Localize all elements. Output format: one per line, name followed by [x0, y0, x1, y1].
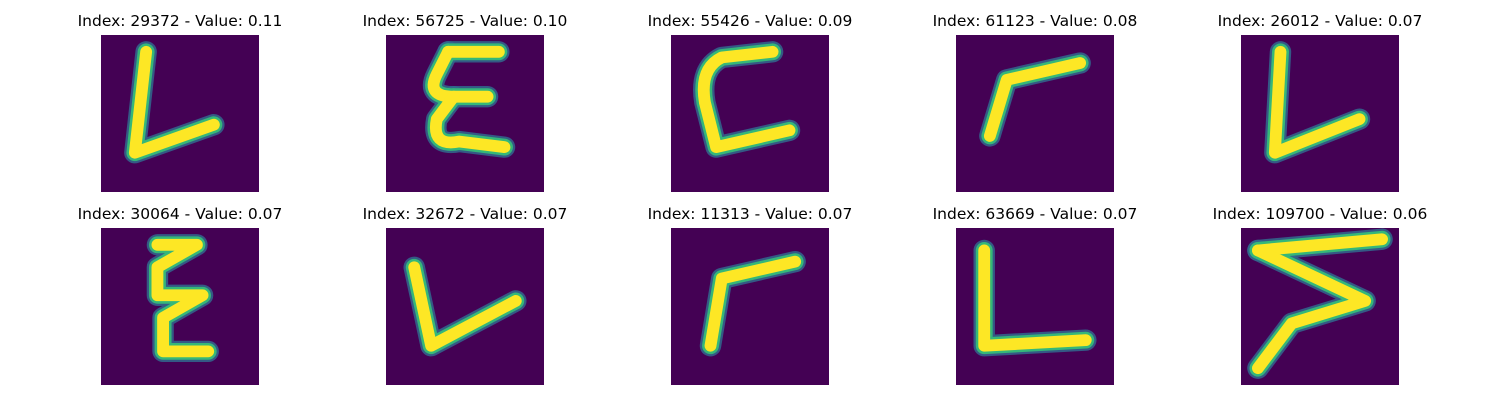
letter-l-glyph: [956, 228, 1114, 385]
letter-c-glyph: [671, 35, 829, 192]
panel-title: Index: 32672 - Value: 0.07: [362, 205, 568, 223]
glyph-stroke: [1252, 233, 1388, 257]
glyph-stroke: [697, 45, 796, 154]
glyph-stroke: [1268, 45, 1366, 159]
glyph-stroke: [978, 244, 1092, 352]
letter-e-glyph: [101, 228, 259, 385]
panel-title: Index: 30064 - Value: 0.07: [77, 205, 283, 223]
glyph-stroke: [429, 90, 511, 154]
panel-title: Index: 11313 - Value: 0.07: [647, 205, 853, 223]
image-background: [671, 228, 829, 385]
panel-title: Index: 109700 - Value: 0.06: [1212, 205, 1428, 223]
glyph-stroke: [128, 45, 220, 159]
glyph-stroke: [704, 255, 802, 352]
glyph-stroke: [1252, 244, 1372, 375]
letter-l-glyph: [101, 35, 259, 192]
letter-r-glyph: [956, 35, 1114, 192]
panel-title: Index: 61123 - Value: 0.08: [932, 12, 1138, 30]
letter-l-glyph: [1241, 35, 1399, 192]
image-background: [1241, 35, 1399, 192]
glyph-stroke: [151, 238, 215, 358]
image-background: [956, 35, 1114, 192]
panel-title: Index: 56725 - Value: 0.10: [362, 12, 568, 30]
panel-title: Index: 55426 - Value: 0.09: [647, 12, 853, 30]
letter-r-glyph: [671, 228, 829, 385]
letter-l-glyph: [386, 228, 544, 385]
letter-e-glyph: [386, 35, 544, 192]
glyph-stroke: [408, 261, 522, 352]
panel-title: Index: 26012 - Value: 0.07: [1217, 12, 1423, 30]
panel-title: Index: 29372 - Value: 0.11: [77, 12, 283, 30]
panel-title: Index: 63669 - Value: 0.07: [932, 205, 1138, 223]
glyph-stroke: [983, 57, 1087, 142]
letter-z-glyph: [1241, 228, 1399, 385]
image-background: [101, 35, 259, 192]
